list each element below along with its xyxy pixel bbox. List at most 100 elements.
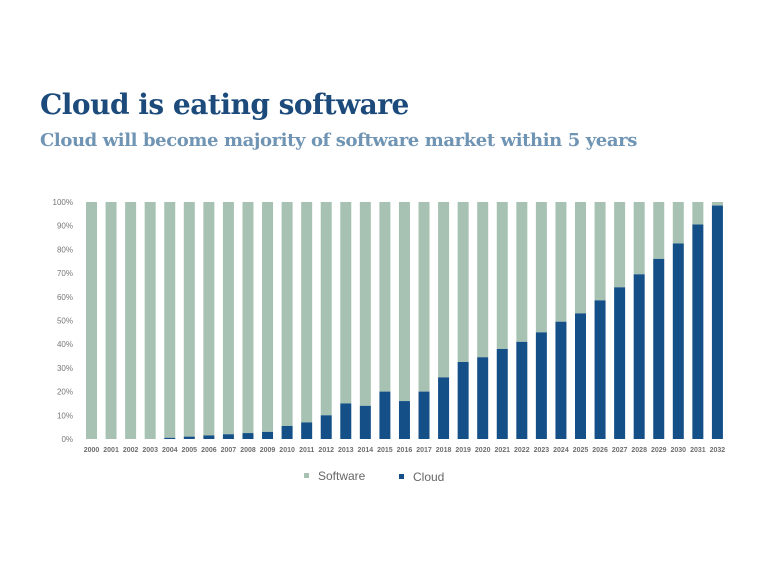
bar-cloud-2013	[340, 403, 352, 439]
x-tick-label-2028: 2028	[631, 447, 647, 454]
y-tick-label-50pct: 50%	[57, 317, 73, 326]
x-tick-label-2010: 2010	[279, 447, 295, 454]
bar-cloud-2026	[594, 300, 606, 439]
bar-cloud-2010	[281, 425, 293, 439]
bar-cloud-2012	[320, 415, 332, 439]
x-tick-label-2026: 2026	[592, 447, 608, 454]
x-tick-label-2019: 2019	[455, 447, 471, 454]
x-tick-label-2027: 2027	[612, 447, 628, 454]
bar-cloud-2011	[301, 422, 313, 439]
bar-software-2009	[262, 202, 274, 432]
bar-cloud-2015	[379, 391, 391, 439]
bar-cloud-2027	[614, 287, 626, 439]
x-tick-label-2003: 2003	[142, 447, 158, 454]
x-tick-label-2023: 2023	[534, 447, 550, 454]
x-tick-label-2011: 2011	[299, 447, 314, 454]
y-tick-label-70pct: 70%	[57, 269, 73, 278]
bar-software-2008	[242, 202, 254, 434]
y-tick-label-80pct: 80%	[57, 245, 73, 254]
x-tick-label-2014: 2014	[358, 447, 374, 454]
bar-cloud-2031	[692, 224, 704, 439]
legend-software-label: Software	[318, 469, 366, 483]
x-tick-label-2031: 2031	[690, 447, 706, 454]
x-tick-label-2013: 2013	[338, 447, 354, 454]
bar-cloud-2005	[183, 436, 195, 439]
bar-software-2021	[496, 202, 508, 349]
bar-software-2003	[144, 202, 156, 439]
bars-group	[86, 202, 723, 440]
chart-title: Cloud is eating software	[40, 88, 409, 121]
bar-cloud-2025	[575, 313, 586, 439]
x-tick-label-2015: 2015	[377, 447, 393, 454]
bar-cloud-2021	[496, 348, 508, 439]
bar-software-2000	[86, 202, 97, 439]
legend: Software Cloud	[304, 469, 444, 484]
bar-cloud-2028	[633, 274, 645, 439]
x-tick-label-2029: 2029	[651, 447, 667, 454]
x-tick-label-2016: 2016	[397, 447, 413, 454]
x-tick-label-2002: 2002	[123, 447, 139, 454]
bar-software-2027	[614, 202, 626, 288]
y-tick-label-0pct: 0%	[61, 435, 73, 444]
bar-software-2019	[457, 202, 469, 362]
y-tick-label-30pct: 30%	[57, 364, 73, 373]
y-tick-label-60pct: 60%	[57, 293, 73, 302]
bar-cloud-2007	[222, 434, 234, 439]
x-tick-label-2017: 2017	[416, 447, 432, 454]
bar-cloud-2030	[672, 243, 684, 439]
bar-cloud-2022	[516, 341, 528, 439]
bar-cloud-2008	[242, 433, 254, 439]
bar-cloud-2024	[555, 321, 567, 439]
x-tick-label-2000: 2000	[84, 447, 100, 454]
bar-cloud-2006	[203, 435, 215, 439]
bar-software-2002	[125, 202, 137, 439]
bar-cloud-2019	[457, 361, 469, 440]
bar-cloud-2009	[262, 431, 274, 439]
y-axis: 0% 10% 20% 30% 40% 50% 60% 70% 80% 90% 100%	[53, 198, 73, 444]
bar-software-2016	[398, 202, 410, 402]
bar-cloud-2020	[477, 357, 489, 440]
bar-cloud-2017	[418, 391, 430, 439]
bar-software-2010	[281, 202, 293, 426]
bar-software-2007	[222, 202, 234, 435]
bar-cloud-2018	[438, 377, 450, 439]
x-tick-label-2032: 2032	[710, 447, 726, 454]
x-tick-label-2025: 2025	[573, 447, 589, 454]
legend-cloud-swatch	[399, 474, 404, 479]
bar-software-2025	[575, 202, 586, 314]
bar-software-2032	[711, 202, 723, 206]
bar-cloud-2023	[535, 332, 547, 439]
x-tick-label-2024: 2024	[553, 447, 569, 454]
bar-cloud-2032	[711, 205, 723, 439]
bar-software-2024	[555, 202, 567, 322]
bar-cloud-2029	[653, 258, 665, 439]
bar-software-2004	[164, 202, 176, 438]
bar-software-2006	[203, 202, 215, 436]
bar-software-2031	[692, 202, 704, 225]
y-tick-label-100pct: 100%	[53, 198, 73, 207]
x-tick-label-2007: 2007	[221, 447, 237, 454]
y-tick-label-10pct: 10%	[57, 411, 73, 420]
bar-software-2015	[379, 202, 391, 392]
legend-software-swatch	[304, 473, 309, 478]
x-tick-label-2008: 2008	[240, 447, 256, 454]
bar-software-2011	[301, 202, 313, 423]
x-tick-label-2004: 2004	[162, 447, 178, 454]
bar-software-2022	[516, 202, 528, 342]
x-tick-label-2020: 2020	[475, 447, 491, 454]
bar-cloud-2016	[398, 401, 410, 439]
x-tick-label-2006: 2006	[201, 447, 217, 454]
bar-software-2023	[535, 202, 547, 333]
y-tick-label-20pct: 20%	[57, 388, 73, 397]
bar-software-2001	[105, 202, 117, 439]
bar-software-2018	[438, 202, 450, 378]
x-tick-label-2018: 2018	[436, 447, 452, 454]
bar-software-2005	[183, 202, 195, 437]
bar-software-2020	[477, 202, 489, 358]
bar-software-2012	[320, 202, 332, 416]
x-tick-label-2001: 2001	[103, 447, 119, 454]
x-tick-label-2009: 2009	[260, 447, 276, 454]
x-tick-label-2005: 2005	[182, 447, 198, 454]
bar-cloud-2014	[359, 405, 371, 439]
